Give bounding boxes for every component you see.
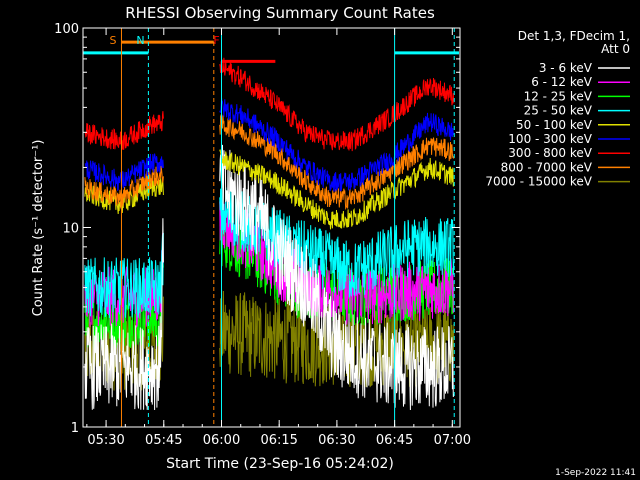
legend-label-4: 50 - 100 keV [516, 118, 593, 132]
legend-label-3: 25 - 50 keV [524, 104, 593, 118]
legend-label-6: 300 - 800 keV [508, 146, 592, 160]
y-tick-label-0: 1 [71, 421, 79, 436]
legend-label-5: 100 - 300 keV [508, 132, 592, 146]
x-tick-label-3: 06:15 [260, 433, 297, 448]
series-line-3 [84, 184, 455, 318]
annotation-f: F [213, 34, 219, 47]
x-tick-label-0: 05:30 [87, 433, 124, 448]
legend-header-line-2: Att 0 [601, 42, 630, 56]
y-tick-label-1: 10 [62, 222, 79, 237]
axes: 05:30 05:45 06:00 06:15 06:30 06:45 07:00 1 10 10… [54, 22, 471, 448]
y-axis-label: Count Rate (s⁻¹ detector⁻¹) [31, 140, 46, 317]
x-tick-label-4: 06:30 [318, 433, 355, 448]
timestamp: 1-Sep-2022 11:41 [555, 468, 636, 478]
series-line-7 [84, 113, 455, 211]
x-tick-label-1: 05:45 [145, 433, 182, 448]
x-tick-label-2: 06:00 [203, 433, 240, 448]
legend-label-7: 800 - 7000 keV [501, 160, 593, 174]
legend-label-0: 3 - 6 keV [539, 61, 593, 75]
series-line-6 [84, 57, 455, 152]
legend-header-line-1: Det 1,3, FDecim 1, [518, 29, 630, 43]
series-line-0 [84, 144, 455, 411]
annotation-n: N [136, 34, 144, 47]
legend-label-2: 12 - 25 keV [524, 89, 593, 103]
legend-label-1: 6 - 12 keV [531, 75, 593, 89]
y-tick-label-2: 100 [54, 22, 79, 37]
chart-title: RHESSI Observing Summary Count Rates [125, 4, 435, 22]
annotation-s: S [109, 34, 116, 47]
legend-label-8: 7000 - 15000 keV [485, 175, 592, 189]
x-axis-label: Start Time (23-Sep-16 05:24:02) [166, 456, 394, 472]
series-line-5 [84, 97, 455, 192]
x-tick-label-5: 06:45 [376, 433, 413, 448]
x-tick-label-6: 07:00 [434, 433, 471, 448]
